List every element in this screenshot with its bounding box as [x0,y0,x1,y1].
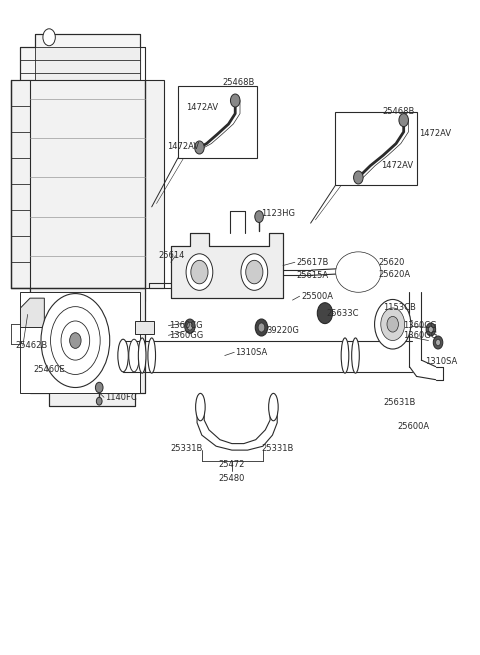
Circle shape [43,29,55,46]
Text: 1472AV: 1472AV [381,161,413,170]
Polygon shape [21,298,44,328]
Circle shape [246,260,263,284]
Text: 25631B: 25631B [383,398,416,407]
Circle shape [436,339,441,346]
Text: 1360GG: 1360GG [403,331,437,340]
Text: 25468B: 25468B [223,79,255,88]
Circle shape [255,319,268,336]
Circle shape [187,322,193,330]
Text: 1123HG: 1123HG [262,209,296,218]
Text: 25462B: 25462B [16,341,48,350]
Ellipse shape [341,338,349,373]
Ellipse shape [196,394,205,421]
Circle shape [354,171,363,184]
Circle shape [317,303,333,324]
Polygon shape [35,47,140,80]
Circle shape [41,293,110,388]
Text: 1140FC: 1140FC [106,393,137,402]
Text: 1472AV: 1472AV [186,103,218,111]
Circle shape [185,319,195,333]
Text: 25620A: 25620A [378,269,410,278]
Circle shape [344,252,372,291]
Bar [336,112,417,185]
Circle shape [230,94,240,107]
Circle shape [381,308,405,341]
Text: 39220G: 39220G [266,326,299,335]
Text: 1360GG: 1360GG [169,331,204,340]
Circle shape [195,141,204,154]
Bar [178,86,257,158]
Ellipse shape [138,338,146,373]
Text: 25633C: 25633C [326,309,359,318]
Text: 1472AV: 1472AV [419,128,451,138]
Circle shape [255,211,264,223]
Polygon shape [135,321,154,334]
Ellipse shape [129,339,139,372]
Circle shape [258,323,265,332]
Text: 25480: 25480 [219,474,245,483]
Circle shape [186,253,213,290]
Ellipse shape [352,338,360,373]
Text: 1310SA: 1310SA [425,357,457,366]
Circle shape [241,253,268,290]
Circle shape [70,333,81,348]
Circle shape [96,398,102,405]
Bar [21,291,140,393]
Polygon shape [21,34,140,80]
Circle shape [387,316,398,332]
Polygon shape [30,288,144,405]
Ellipse shape [336,252,381,292]
Text: 25600A: 25600A [397,422,430,431]
Text: 25620: 25620 [378,258,405,267]
Circle shape [96,383,103,393]
Ellipse shape [148,338,156,373]
Text: 25468B: 25468B [382,107,415,115]
Text: 25615A: 25615A [296,271,328,280]
Text: 1472AV: 1472AV [168,141,199,151]
Text: 25460E: 25460E [34,365,65,375]
Polygon shape [11,80,164,301]
Ellipse shape [337,254,380,290]
Circle shape [426,323,436,336]
Text: 25331B: 25331B [170,443,203,453]
Text: 1360CG: 1360CG [403,321,437,330]
Circle shape [61,321,90,360]
Text: 25614: 25614 [158,252,184,260]
Circle shape [399,113,408,126]
Circle shape [50,307,100,375]
Text: 1153CB: 1153CB [383,303,416,312]
Text: 1360CG: 1360CG [169,321,203,330]
Text: 25472: 25472 [219,460,245,469]
Text: 25331B: 25331B [261,443,293,453]
Circle shape [429,326,433,333]
Circle shape [374,299,411,349]
Polygon shape [171,233,283,298]
Circle shape [191,260,208,284]
Ellipse shape [269,394,278,421]
Text: 25617B: 25617B [296,258,329,267]
Text: 25500A: 25500A [301,291,333,301]
Circle shape [433,336,443,349]
Ellipse shape [118,339,128,372]
Text: 1310SA: 1310SA [235,348,267,357]
